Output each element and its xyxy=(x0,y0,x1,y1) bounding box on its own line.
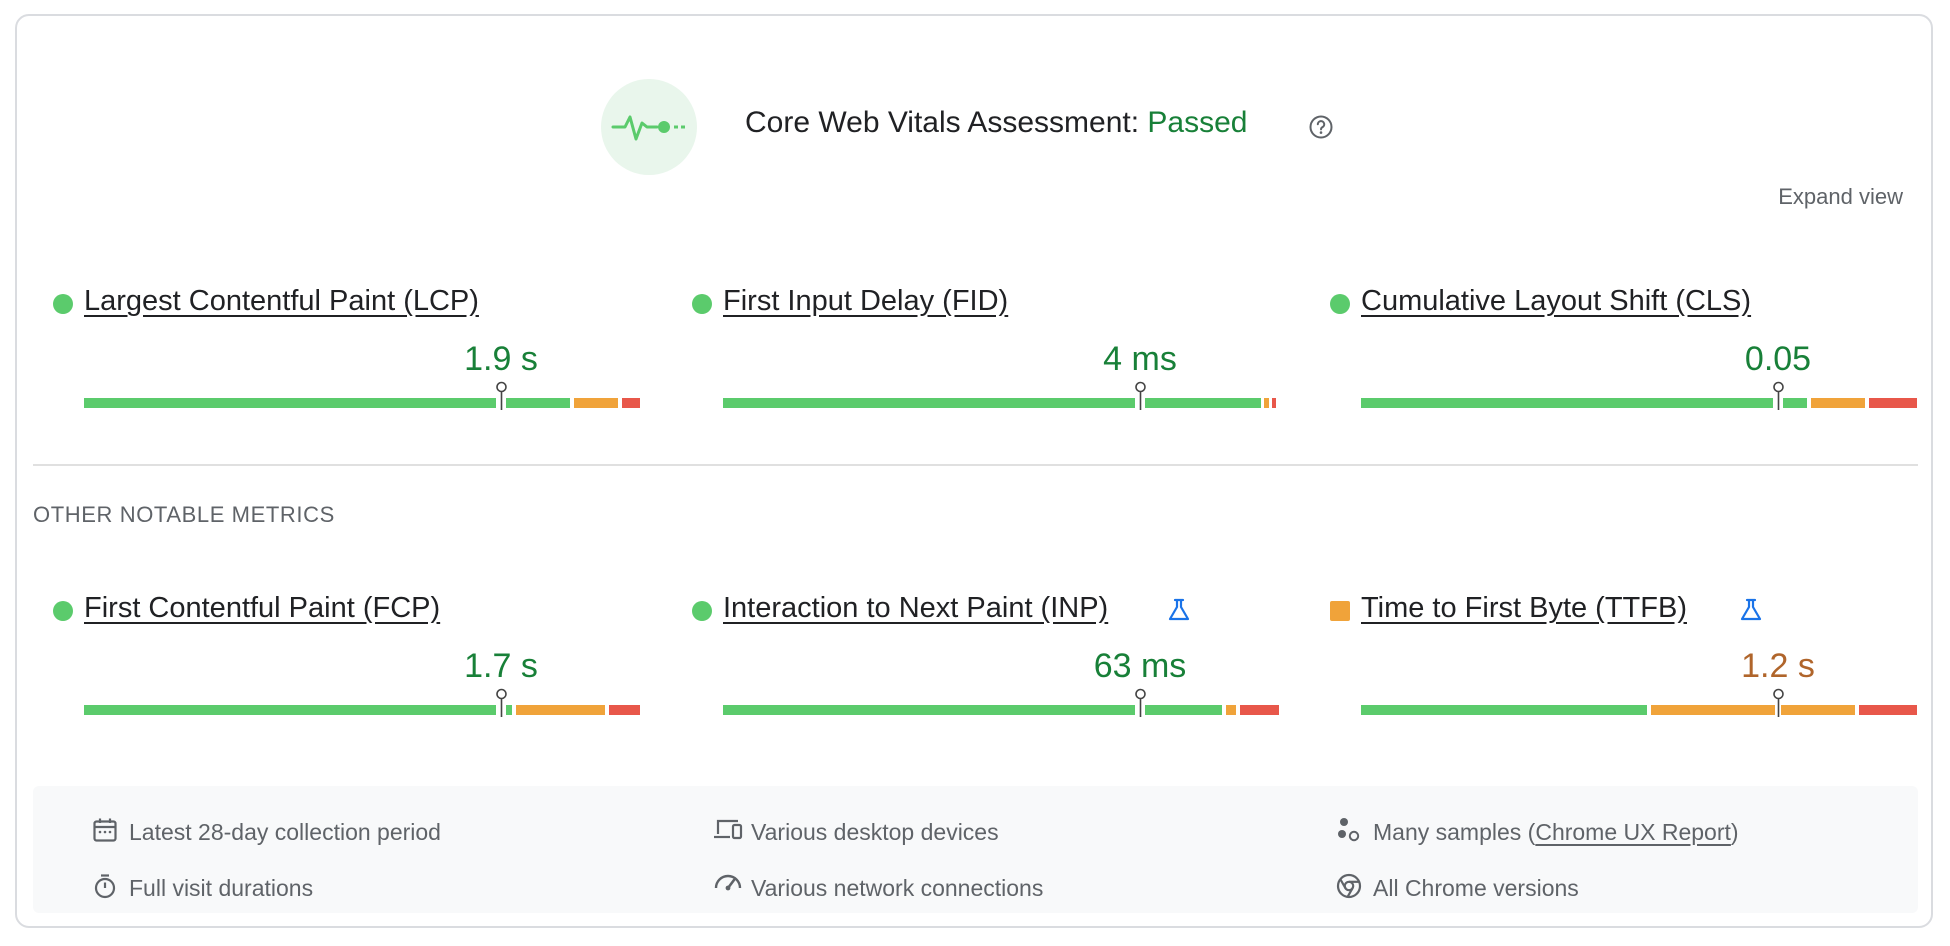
bar-segment-good xyxy=(1361,705,1647,715)
percentile-marker-icon xyxy=(1773,381,1784,410)
bar-segment-poor xyxy=(1869,398,1917,408)
metric-value-inp: 63 ms xyxy=(1093,647,1187,685)
bar-segment-good-2 xyxy=(1783,398,1807,408)
metric-name-cls[interactable]: Cumulative Layout Shift (CLS) xyxy=(1361,285,1752,317)
vitals-pulse-icon xyxy=(601,79,697,175)
metric-fcp: First Contentful Paint (FCP) 1.7 s xyxy=(53,587,640,737)
bar-segment-needs-improvement xyxy=(1264,398,1269,408)
bar-segment-poor xyxy=(609,705,640,715)
distribution-bar-lcp xyxy=(84,381,640,410)
network-speed-icon xyxy=(714,874,742,891)
bar-segment-needs-improvement xyxy=(516,705,605,715)
good-indicator xyxy=(692,294,712,314)
experimental-flask-icon xyxy=(1168,598,1190,621)
percentile-marker-icon xyxy=(496,688,507,717)
visit-durations-text: Full visit durations xyxy=(129,875,314,901)
bar-segment-good-2 xyxy=(1145,705,1222,715)
percentile-marker-icon xyxy=(1135,381,1146,410)
stopwatch-icon xyxy=(94,874,116,899)
good-indicator xyxy=(53,294,73,314)
metric-value-lcp: 1.9 s xyxy=(464,340,538,378)
metric-value-fcp: 1.7 s xyxy=(464,647,538,685)
distribution-bar-cls xyxy=(1361,381,1917,410)
good-indicator xyxy=(53,601,73,621)
metric-value-fid: 4 ms xyxy=(1103,340,1177,378)
needs-improvement-indicator xyxy=(1330,601,1350,621)
bar-segment-poor xyxy=(1240,705,1279,715)
field-data-info-panel: Latest 28-day collection period Full vis… xyxy=(33,786,1918,913)
assessment-status: Passed xyxy=(1147,106,1248,139)
distribution-bar-inp xyxy=(723,688,1279,717)
bar-segment-poor xyxy=(1272,398,1276,408)
bar-segment-good xyxy=(723,705,1135,715)
metric-name-ttfb[interactable]: Time to First Byte (TTFB) xyxy=(1361,592,1687,624)
percentile-marker-icon xyxy=(1773,688,1784,717)
distribution-bar-fid xyxy=(723,381,1279,410)
good-indicator xyxy=(1330,294,1350,314)
section-divider xyxy=(33,464,1918,466)
bar-segment-good-2 xyxy=(506,705,512,715)
bar-segment-poor xyxy=(1859,705,1917,715)
samples-suffix: ) xyxy=(1730,819,1739,845)
distribution-bar-ttfb xyxy=(1361,688,1917,717)
calendar-icon xyxy=(93,818,117,842)
percentile-marker-icon xyxy=(1135,688,1146,717)
percentile-marker-icon xyxy=(496,381,507,410)
metric-ttfb: Time to First Byte (TTFB) 1.2 s xyxy=(1330,587,1917,737)
bar-segment-good xyxy=(84,398,496,408)
samples-prefix: Many samples ( xyxy=(1373,819,1536,845)
collection-period-text: Latest 28-day collection period xyxy=(129,819,441,845)
chrome-icon xyxy=(1336,873,1362,899)
experimental-flask-icon xyxy=(1740,598,1762,621)
core-web-vitals-card xyxy=(15,14,1933,928)
chrome-versions-text: All Chrome versions xyxy=(1373,875,1579,901)
metric-cls: Cumulative Layout Shift (CLS) 0.05 xyxy=(1330,280,1917,430)
help-circle-icon[interactable] xyxy=(1308,114,1334,145)
bar-segment-good xyxy=(723,398,1135,408)
metric-name-lcp[interactable]: Largest Contentful Paint (LCP) xyxy=(84,285,479,317)
bar-segment-good xyxy=(84,705,496,715)
samples-icon xyxy=(1338,818,1360,842)
samples-text: Many samples (Chrome UX Report) xyxy=(1373,819,1739,846)
metric-inp: Interaction to Next Paint (INP) 63 ms xyxy=(692,587,1279,737)
assessment-title-prefix: Core Web Vitals Assessment: xyxy=(745,106,1148,139)
other-metrics-heading: OTHER NOTABLE METRICS xyxy=(33,502,335,527)
devices-icon xyxy=(714,819,743,840)
metric-value-cls: 0.05 xyxy=(1744,340,1812,378)
bar-segment-needs-improvement-2 xyxy=(1781,705,1855,715)
bar-segment-good-2 xyxy=(506,398,570,408)
metric-lcp: Largest Contentful Paint (LCP) 1.9 s xyxy=(53,280,640,430)
good-indicator xyxy=(692,601,712,621)
metric-value-ttfb: 1.2 s xyxy=(1741,647,1815,685)
metric-name-fcp[interactable]: First Contentful Paint (FCP) xyxy=(84,592,441,624)
bar-segment-needs-improvement xyxy=(1811,398,1865,408)
assessment-title: Core Web Vitals Assessment: Passed xyxy=(745,106,1247,140)
metric-name-inp[interactable]: Interaction to Next Paint (INP) xyxy=(723,592,1109,624)
expand-view-link[interactable]: Expand view xyxy=(1778,184,1903,209)
chrome-ux-report-link[interactable]: Chrome UX Report xyxy=(1535,819,1731,845)
devices-text: Various desktop devices xyxy=(751,819,999,845)
metric-name-fid[interactable]: First Input Delay (FID) xyxy=(723,285,1009,317)
bar-segment-needs-improvement xyxy=(574,398,618,408)
bar-segment-needs-improvement xyxy=(1226,705,1236,715)
bar-segment-good xyxy=(1361,398,1773,408)
bar-segment-needs-improvement xyxy=(1651,705,1775,715)
distribution-bar-fcp xyxy=(84,688,640,717)
metric-fid: First Input Delay (FID) 4 ms xyxy=(692,280,1276,430)
bar-segment-poor xyxy=(622,398,640,408)
network-text: Various network connections xyxy=(751,875,1044,901)
bar-segment-good-2 xyxy=(1145,398,1261,408)
